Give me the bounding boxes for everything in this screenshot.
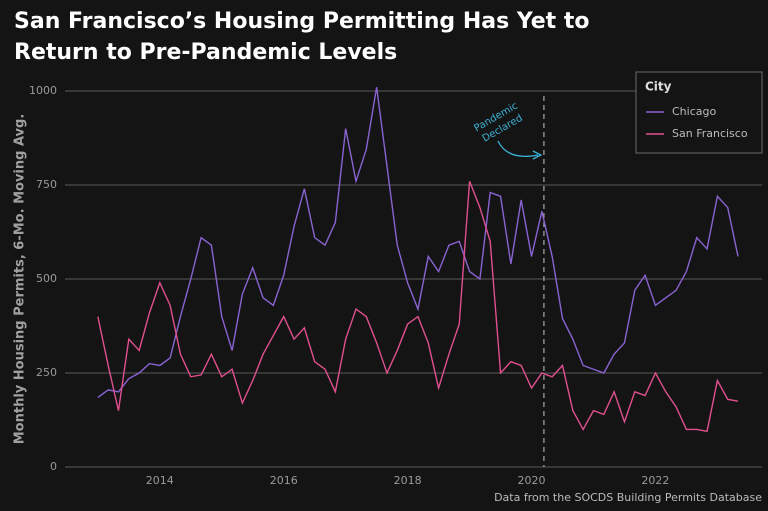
y-tick-label: 750 xyxy=(36,178,57,191)
y-tick-label: 0 xyxy=(50,460,57,473)
legend-title: City xyxy=(645,80,672,94)
annotation-arrowhead xyxy=(532,150,543,160)
annotation-arrow xyxy=(497,140,539,158)
x-tick-label: 2018 xyxy=(394,474,422,487)
series-line xyxy=(97,87,739,399)
y-axis-label: Monthly Housing Permits, 6-Mo. Moving Av… xyxy=(13,114,28,445)
chart-title: San Francisco’s Housing Permitting Has Y… xyxy=(14,9,589,65)
legend-label: Chicago xyxy=(672,105,716,118)
x-tick-label: 2016 xyxy=(270,474,298,487)
series-line xyxy=(97,180,739,433)
y-tick-label: 250 xyxy=(36,366,57,379)
y-tick-label: 500 xyxy=(36,272,57,285)
legend-label: San Francisco xyxy=(672,127,748,140)
x-tick-label: 2022 xyxy=(641,474,669,487)
annotation-text: PandemicDeclared xyxy=(472,101,526,146)
caption: Data from the SOCDS Building Permits Dat… xyxy=(494,491,762,504)
x-tick-label: 2020 xyxy=(518,474,546,487)
x-tick-label: 2014 xyxy=(146,474,174,487)
y-tick-label: 1000 xyxy=(29,84,57,97)
